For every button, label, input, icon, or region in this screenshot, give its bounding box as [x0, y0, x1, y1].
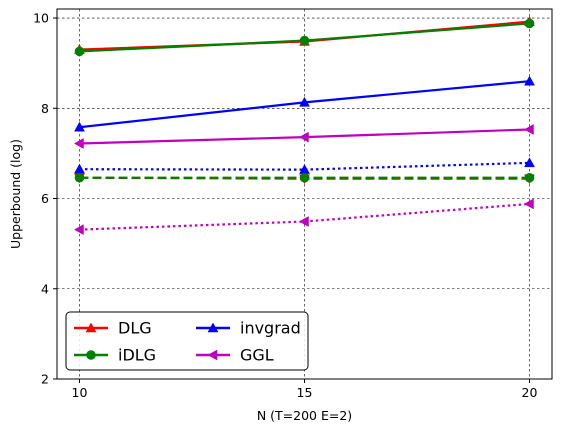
data-point: [524, 18, 535, 29]
data-point: [523, 124, 534, 135]
data-point: [523, 198, 534, 210]
legend-marker: [85, 322, 97, 333]
legend: DLG iDLG invgrad GGL: [65, 311, 309, 371]
x-tick-label: 20: [522, 385, 538, 400]
legend-item: DLG: [74, 319, 152, 338]
data-point: [73, 224, 84, 236]
y-tick-label: 6: [41, 191, 49, 206]
data-point: [524, 157, 535, 168]
data-point: [524, 172, 535, 183]
data-point: [524, 75, 535, 86]
legend-item: iDLG: [74, 346, 156, 365]
legend-label: DLG: [118, 319, 152, 338]
data-point: [298, 131, 309, 143]
legend-label: GGL: [240, 346, 274, 365]
legend-marker: [86, 350, 96, 360]
series-7: [73, 198, 534, 236]
legend-marker: [207, 322, 219, 333]
axis-ticks: 10 15 20 2 4 6 8 10: [33, 11, 537, 400]
data-point: [74, 46, 85, 57]
data-point: [74, 172, 85, 183]
y-tick-label: 2: [41, 372, 49, 387]
data-point: [299, 35, 310, 46]
data-point: [74, 121, 85, 132]
data-point: [299, 96, 310, 107]
legend-marker: [207, 349, 218, 361]
series-line: [79, 202, 530, 231]
legend-item: invgrad: [196, 319, 301, 338]
data-point: [73, 138, 84, 149]
y-tick-label: 8: [41, 101, 49, 116]
data-point: [298, 216, 309, 227]
series-3: [74, 172, 535, 183]
legend-label: iDLG: [118, 346, 156, 365]
series-2: [74, 18, 535, 57]
legend-label: invgrad: [240, 319, 301, 338]
series-6: [73, 124, 534, 149]
x-tick-label: 10: [72, 385, 88, 400]
y-axis-label: Upperbound (log): [8, 139, 23, 249]
x-tick-label: 15: [297, 385, 313, 400]
series-4: [74, 75, 535, 132]
data-point: [299, 172, 310, 183]
legend-box: [65, 311, 309, 371]
x-axis-label: N (T=200 E=2): [257, 408, 352, 423]
y-tick-label: 4: [41, 281, 49, 296]
y-tick-label: 10: [33, 11, 49, 26]
legend-item: GGL: [196, 346, 274, 365]
series-line: [79, 161, 530, 171]
series-group: [73, 16, 535, 236]
